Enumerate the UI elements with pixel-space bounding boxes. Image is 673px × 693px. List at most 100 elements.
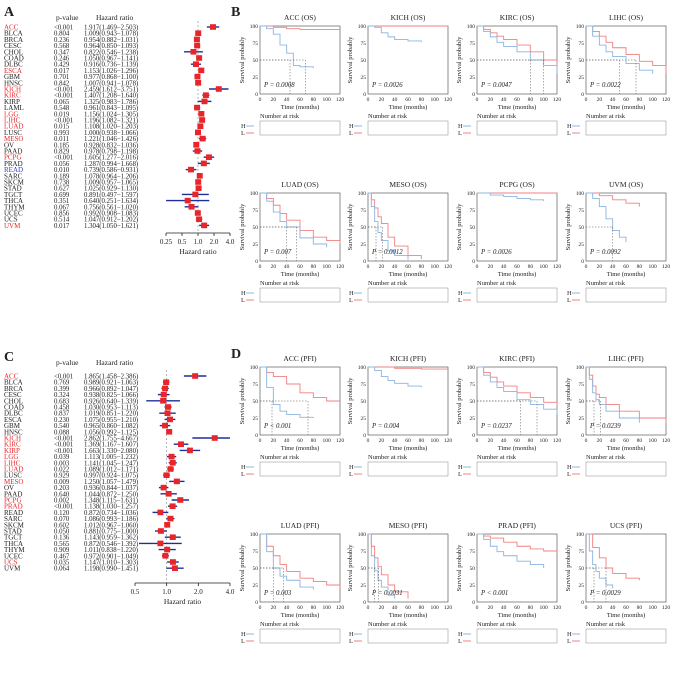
forest-row-name: LGG xyxy=(4,110,18,118)
km-y-tick-label: 50 xyxy=(253,566,259,572)
forest-row-name: READ xyxy=(4,166,23,174)
km-risk-table-title: Number at risk xyxy=(586,280,626,287)
forest-estimate-marker xyxy=(194,148,201,154)
km-y-tick-label: 25 xyxy=(579,583,585,589)
km-x-tick-label: 80 xyxy=(419,605,425,611)
forest-row-hr-text: 1.156(1.024−1.305) xyxy=(84,111,138,118)
forest-row-hr-text: 1.009(0.957−1.065) xyxy=(84,180,138,187)
forest-row-name: KIRP xyxy=(4,447,20,455)
forest-row-name: LUAD xyxy=(4,123,23,131)
km-risk-table-frame xyxy=(585,628,667,644)
forest-row-hr-text: 1.047(0.912−1.202) xyxy=(84,217,138,224)
km-x-tick-label: 100 xyxy=(649,97,658,103)
forest-estimate-marker xyxy=(198,67,205,74)
km-x-tick-label: 60 xyxy=(623,605,629,611)
forest-row-hr-text: 1.086(0.993−1.186) xyxy=(84,516,138,523)
km-x-tick-label: 20 xyxy=(488,264,494,270)
forest-row-name: LIHC xyxy=(4,459,21,467)
km-y-tick-label: 50 xyxy=(579,399,585,405)
km-x-tick-label: 40 xyxy=(392,605,398,611)
km-curve-low xyxy=(368,533,409,599)
km-y-tick-label: 75 xyxy=(361,382,367,388)
forest-row-hr-text: 1.025(0.929−1.130) xyxy=(84,186,138,193)
km-curve-high xyxy=(586,25,654,74)
km-y-axis-label: Survival probably xyxy=(565,544,572,592)
km-y-axis-label: Survival probably xyxy=(565,36,572,84)
km-y-tick-label: 50 xyxy=(253,58,259,64)
km-risk-table-frame xyxy=(585,287,667,303)
km-p-value: P = 0.0022 xyxy=(589,82,621,89)
km-x-tick-label: 120 xyxy=(444,264,453,270)
km-x-tick-label: 0 xyxy=(367,97,370,103)
forest-row-pvalue: 0.246 xyxy=(54,56,70,63)
forest-row-pvalue: 0.856 xyxy=(54,211,70,218)
km-risk-table-title: Number at risk xyxy=(260,113,300,120)
km-x-tick-label: 60 xyxy=(405,264,411,270)
forest-row-pvalue: 0.640 xyxy=(54,491,70,498)
forest-row-pvalue: 0.929 xyxy=(54,473,70,480)
km-risk-group-high: H xyxy=(241,123,246,130)
forest-row-hr-text: 1.865(1.458−2.386) xyxy=(84,374,138,381)
forest-estimate-marker xyxy=(163,379,170,385)
km-risk-group-high: H xyxy=(458,464,463,471)
km-x-tick-label: 80 xyxy=(637,264,643,270)
km-risk-group-low: L xyxy=(458,638,462,645)
km-risk-group-high: H xyxy=(458,123,463,130)
km-x-tick-label: 80 xyxy=(637,605,643,611)
km-curve-low xyxy=(477,25,558,66)
km-x-axis-label: Time (months) xyxy=(281,271,320,278)
forest-estimate-marker xyxy=(165,491,172,497)
km-x-tick-label: 0 xyxy=(367,438,370,444)
km-y-axis-label: Survival probably xyxy=(239,544,246,592)
km-x-tick-label: 120 xyxy=(336,264,345,270)
km-y-tick-label: 25 xyxy=(361,242,367,248)
km-risk-group-high: H xyxy=(241,290,246,297)
km-y-tick-label: 100 xyxy=(576,191,585,197)
km-y-tick-label: 75 xyxy=(470,382,476,388)
panel-letter-A: A xyxy=(4,5,15,20)
forest-row-name: MESO xyxy=(4,135,23,143)
km-x-tick-label: 80 xyxy=(419,264,425,270)
km-x-axis-label: Time (months) xyxy=(498,445,537,452)
km-risk-table-frame xyxy=(476,287,558,303)
km-risk-group-high: H xyxy=(458,631,463,638)
forest-row-pvalue: 0.003 xyxy=(54,460,70,467)
forest-row-pvalue: 0.627 xyxy=(54,186,70,193)
km-y-tick-label: 50 xyxy=(253,225,259,231)
forest-row-pvalue: 0.011 xyxy=(54,136,69,143)
km-y-tick-label: 50 xyxy=(579,566,585,572)
km-x-tick-label: 120 xyxy=(444,605,453,611)
km-x-tick-label: 40 xyxy=(610,97,616,103)
forest-row-hr-text: 1.348(1.115−1.631) xyxy=(84,498,138,505)
km-plot-title: PCPG (OS) xyxy=(499,180,535,189)
km-x-tick-label: 40 xyxy=(501,605,507,611)
km-y-tick-label: 75 xyxy=(253,208,259,214)
km-x-tick-label: 120 xyxy=(336,605,345,611)
forest-row-pvalue: 0.699 xyxy=(54,192,70,199)
km-y-tick-label: 75 xyxy=(579,41,585,47)
forest-estimate-marker xyxy=(194,42,201,49)
km-y-tick-label: 75 xyxy=(253,41,259,47)
km-y-axis-label: Survival probably xyxy=(565,377,572,425)
forest-row-pvalue: 0.837 xyxy=(54,411,70,418)
km-risk-table-frame xyxy=(585,461,667,477)
km-x-axis-label: Time (months) xyxy=(607,271,646,278)
km-risk-table-frame xyxy=(367,120,449,136)
forest-row-hr-text: 1.113(1.005−1.232) xyxy=(84,454,138,461)
forest-row-name: PAAD xyxy=(4,490,22,498)
forest-row-hr-text: 0.936(0.844−1.037) xyxy=(84,485,138,492)
forest-row-hr-text: 0.978(0.798−1.198) xyxy=(84,149,138,156)
forest-estimate-marker xyxy=(178,441,185,447)
forest-row-pvalue: <0.001 xyxy=(54,442,73,449)
km-x-tick-label: 60 xyxy=(405,605,411,611)
km-p-value: P = 0.0092 xyxy=(589,249,621,256)
forest-estimate-marker xyxy=(157,540,164,547)
km-x-tick-label: 0 xyxy=(585,264,588,270)
km-y-tick-label: 25 xyxy=(253,75,259,81)
km-y-tick-label: 75 xyxy=(470,549,476,555)
forest-row-hr-text: 0.938(0.825−1.066) xyxy=(84,392,138,399)
forest-row-pvalue: 0.050 xyxy=(54,529,70,536)
km-risk-group-high: H xyxy=(349,464,354,471)
forest-estimate-marker xyxy=(160,398,167,404)
km-x-tick-label: 100 xyxy=(649,605,658,611)
